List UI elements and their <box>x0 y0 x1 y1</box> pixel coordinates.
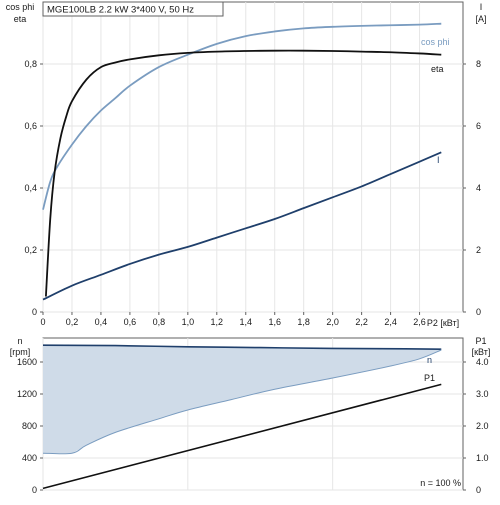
top-right-tick-label: 2 <box>476 245 481 255</box>
x-tick-label: 1,6 <box>268 317 281 327</box>
bottom-left-axis-label-2: [rpm] <box>10 347 31 357</box>
top-right-tick-label: 8 <box>476 59 481 69</box>
bottom-right-tick-label: 1.0 <box>476 453 489 463</box>
x-axis-label: P2 [кВт] <box>427 318 459 328</box>
bottom-right-axis-label-1: P1 <box>475 336 486 346</box>
bottom-left-axis-label-1: n <box>17 336 22 346</box>
top-left-tick-label: 0,6 <box>24 121 37 131</box>
bottom-right-tick-label: 4.0 <box>476 357 489 367</box>
top-right-tick-label: 6 <box>476 121 481 131</box>
x-tick-label: 1,4 <box>240 317 253 327</box>
x-tick-label: 2,6 <box>413 317 426 327</box>
top-left-tick-label: 0,8 <box>24 59 37 69</box>
top-left-axis-label-1: cos phi <box>6 2 35 12</box>
top-left-tick-label: 0 <box>32 307 37 317</box>
bottom-series-group <box>42 344 442 490</box>
x-tick-label: 1,0 <box>182 317 195 327</box>
series-line-eta <box>45 49 442 297</box>
speed-lower-line <box>42 349 442 455</box>
series-label-i: I <box>437 155 440 165</box>
chart-title: MGE100LB 2.2 kW 3*400 V, 50 Hz <box>47 5 194 16</box>
series-line-cos-phi <box>42 22 442 210</box>
series-label-n: n <box>427 355 432 365</box>
x-tick-label: 0 <box>40 317 45 327</box>
bottom-right-tick-label: 0 <box>476 485 481 495</box>
x-tick-label: 0,8 <box>153 317 166 327</box>
x-tick-label: 2,4 <box>384 317 397 327</box>
top-right-tick-label: 4 <box>476 183 481 193</box>
bottom-right-axis-label-2: [кВт] <box>472 347 491 357</box>
title-box <box>42 1 224 17</box>
top-left-tick-label: 0,4 <box>24 183 37 193</box>
bottom-left-tick-label: 1600 <box>17 357 37 367</box>
top-left-axis-label-2: eta <box>14 14 27 24</box>
x-tick-label: 1,2 <box>211 317 224 327</box>
x-tick-label: 0,6 <box>124 317 137 327</box>
bottom-left-tick-label: 400 <box>22 453 37 463</box>
x-tick-label: 1,8 <box>297 317 310 327</box>
top-left-tick-label: 0,2 <box>24 245 37 255</box>
top-plot-area <box>42 1 464 313</box>
top-series-group <box>42 22 442 301</box>
bottom-right-tick-label: 3.0 <box>476 389 489 399</box>
speed-annotation: n = 100 % <box>420 478 461 488</box>
top-right-axis-label-1: I <box>480 2 483 12</box>
series-line-p1 <box>42 383 442 490</box>
series-label-eta: eta <box>431 64 444 74</box>
x-tick-label: 2,0 <box>326 317 339 327</box>
speed-upper-line <box>42 344 442 350</box>
x-tick-label: 0,4 <box>95 317 108 327</box>
series-line-i <box>42 151 442 301</box>
top-right-tick-label: 0 <box>476 307 481 317</box>
bottom-left-tick-label: 0 <box>32 485 37 495</box>
series-label-cos-phi: cos phi <box>421 37 450 47</box>
bottom-left-tick-label: 1200 <box>17 389 37 399</box>
bottom-right-tick-label: 2.0 <box>476 421 489 431</box>
series-label-p1: P1 <box>424 373 435 383</box>
speed-range-area <box>43 345 442 454</box>
x-tick-label: 2,2 <box>355 317 368 327</box>
top-grid <box>42 2 463 313</box>
top-right-axis-label-2: [A] <box>475 14 486 24</box>
x-tick-label: 0,2 <box>66 317 79 327</box>
axis-tick-labels: 0 0,2 0,4 0,6 0,8 1,0 1,2 1,4 1,6 1,8 2,0 2,2 2,4 2,6… <box>17 59 489 495</box>
bottom-left-tick-label: 800 <box>22 421 37 431</box>
